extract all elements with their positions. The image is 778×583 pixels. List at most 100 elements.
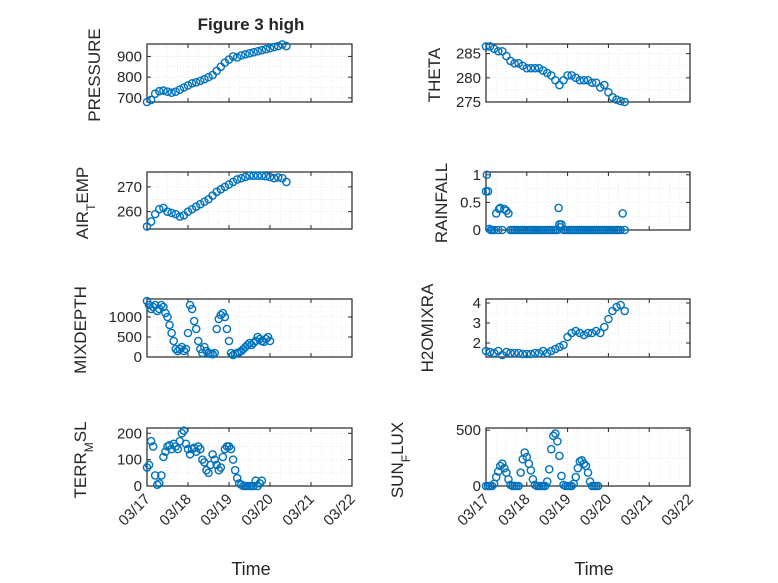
data-point-h2omixra: [567, 328, 576, 338]
subplot-rainfall: 00.51: [460, 167, 691, 239]
data-point-pressure: [232, 53, 242, 62]
data-point-terr_msl: [144, 460, 154, 470]
data-point-terr_msl: [236, 480, 246, 489]
y-tick-label-sun_flux: 0: [473, 478, 481, 495]
data-point-air_temp: [261, 171, 271, 181]
data-point-sun_flux: [514, 481, 523, 491]
data-point-mixdepth: [212, 324, 221, 334]
data-point-air_temp: [154, 204, 164, 214]
y-tick-label-theta: 275: [456, 94, 481, 111]
data-point-air_temp: [269, 173, 279, 183]
data-point-sun_flux: [555, 451, 564, 461]
data-point-pressure: [171, 87, 180, 96]
subplot-h2omixra: 2 3 4: [473, 295, 691, 360]
data-point-sun_flux: [520, 448, 530, 457]
data-point-air_temp: [249, 171, 258, 181]
data-point-h2omixra: [551, 344, 560, 354]
data-point-pressure: [191, 78, 201, 87]
data-point-h2omixra: [542, 348, 552, 358]
data-point-h2omixra: [534, 348, 544, 358]
axes-box-h2omixra: [485, 298, 691, 358]
y-tick-label-mixdepth: 0: [134, 349, 142, 366]
data-point-h2omixra: [579, 330, 589, 340]
data-point-mixdepth: [191, 324, 201, 334]
data-point-pressure: [282, 41, 291, 51]
data-point-theta: [587, 78, 597, 87]
data-point-sun_flux: [571, 472, 581, 482]
data-point-sun_flux: [557, 471, 566, 481]
data-point-sun_flux: [549, 431, 558, 441]
data-point-rainfall: [489, 225, 499, 235]
data-point-sun_flux: [583, 468, 593, 477]
data-point-pressure: [245, 49, 254, 58]
data-point-h2omixra: [595, 328, 605, 338]
x-axis-label-left: Time: [231, 559, 270, 579]
data-point-theta: [493, 46, 503, 56]
data-point-pressure: [179, 83, 189, 92]
data-point-pressure: [195, 76, 205, 86]
y-tick-label-air_temp: 270: [117, 179, 142, 196]
data-point-mixdepth: [165, 320, 174, 330]
data-point-terr_msl: [152, 480, 162, 489]
ylabel-sun-flux: SUNFLUX: [388, 422, 413, 498]
data-point-pressure: [154, 86, 164, 96]
data-point-pressure: [204, 72, 213, 82]
data-point-air_temp: [282, 177, 291, 187]
ylabel-theta: THETA: [425, 47, 444, 102]
data-point-sun_flux: [491, 472, 501, 482]
data-point-sun_flux: [500, 463, 509, 473]
data-point-terr_msl: [159, 452, 168, 462]
data-point-sun_flux: [526, 466, 536, 475]
ylabel-rainfall: RAINFALL: [432, 163, 451, 243]
data-point-theta: [526, 63, 536, 73]
data-point-air_temp: [146, 217, 156, 226]
subplot-pressure: 700 800 900: [117, 40, 353, 107]
axes-box-mixdepth: [146, 298, 353, 358]
data-point-pressure: [269, 42, 279, 52]
y-tick-label-air_temp: 260: [117, 204, 142, 221]
data-point-h2omixra: [620, 306, 630, 316]
y-tick-label-rainfall: 0: [473, 222, 481, 239]
data-point-h2omixra: [604, 314, 613, 324]
data-point-sun_flux: [516, 468, 525, 477]
y-tick-label-pressure: 800: [117, 69, 142, 86]
data-point-pressure: [228, 52, 238, 61]
data-point-terr_msl: [183, 444, 193, 454]
data-point-mixdepth: [169, 336, 178, 346]
ylabel-terr-msl: TERRMSL: [71, 421, 96, 498]
data-point-sun_flux: [544, 464, 554, 474]
data-point-air_temp: [257, 171, 267, 181]
data-point-mixdepth: [226, 348, 236, 358]
data-point-terr_msl: [146, 436, 156, 446]
axes-box-pressure: [146, 43, 353, 103]
data-point-pressure: [142, 97, 152, 107]
data-point-pressure: [261, 44, 271, 54]
data-point-h2omixra: [522, 349, 532, 359]
data-point-h2omixra: [538, 346, 548, 356]
y-tick-label-terr_msl: 200: [117, 425, 142, 442]
data-point-rainfall: [557, 220, 566, 229]
data-point-air_temp: [241, 172, 250, 182]
data-point-terr_msl: [206, 460, 215, 470]
y-tick-label-rainfall: 0.5: [460, 194, 481, 211]
data-point-theta: [575, 75, 585, 85]
data-point-pressure: [249, 47, 258, 57]
data-point-mixdepth: [224, 336, 234, 346]
data-point-h2omixra: [587, 328, 597, 338]
data-point-sun_flux: [528, 475, 538, 484]
subplot-theta: 275 280 285: [456, 42, 691, 111]
data-point-air_temp: [232, 175, 242, 184]
data-point-terr_msl: [173, 444, 183, 454]
data-point-sun_flux: [593, 481, 603, 491]
data-point-h2omixra: [612, 302, 621, 312]
x-axis-label-right: Time: [574, 559, 613, 579]
subplot-grid: 70080090027528028526027000.5105001000234…: [109, 40, 697, 529]
data-point-sun_flux: [504, 475, 513, 484]
data-point-pressure: [273, 41, 283, 51]
data-point-air_temp: [163, 207, 172, 216]
data-point-air_temp: [253, 171, 263, 181]
data-point-h2omixra: [502, 347, 511, 357]
y-tick-label-h2omixra: 3: [473, 315, 481, 332]
data-point-h2omixra: [489, 348, 499, 358]
data-point-air_temp: [175, 212, 185, 221]
